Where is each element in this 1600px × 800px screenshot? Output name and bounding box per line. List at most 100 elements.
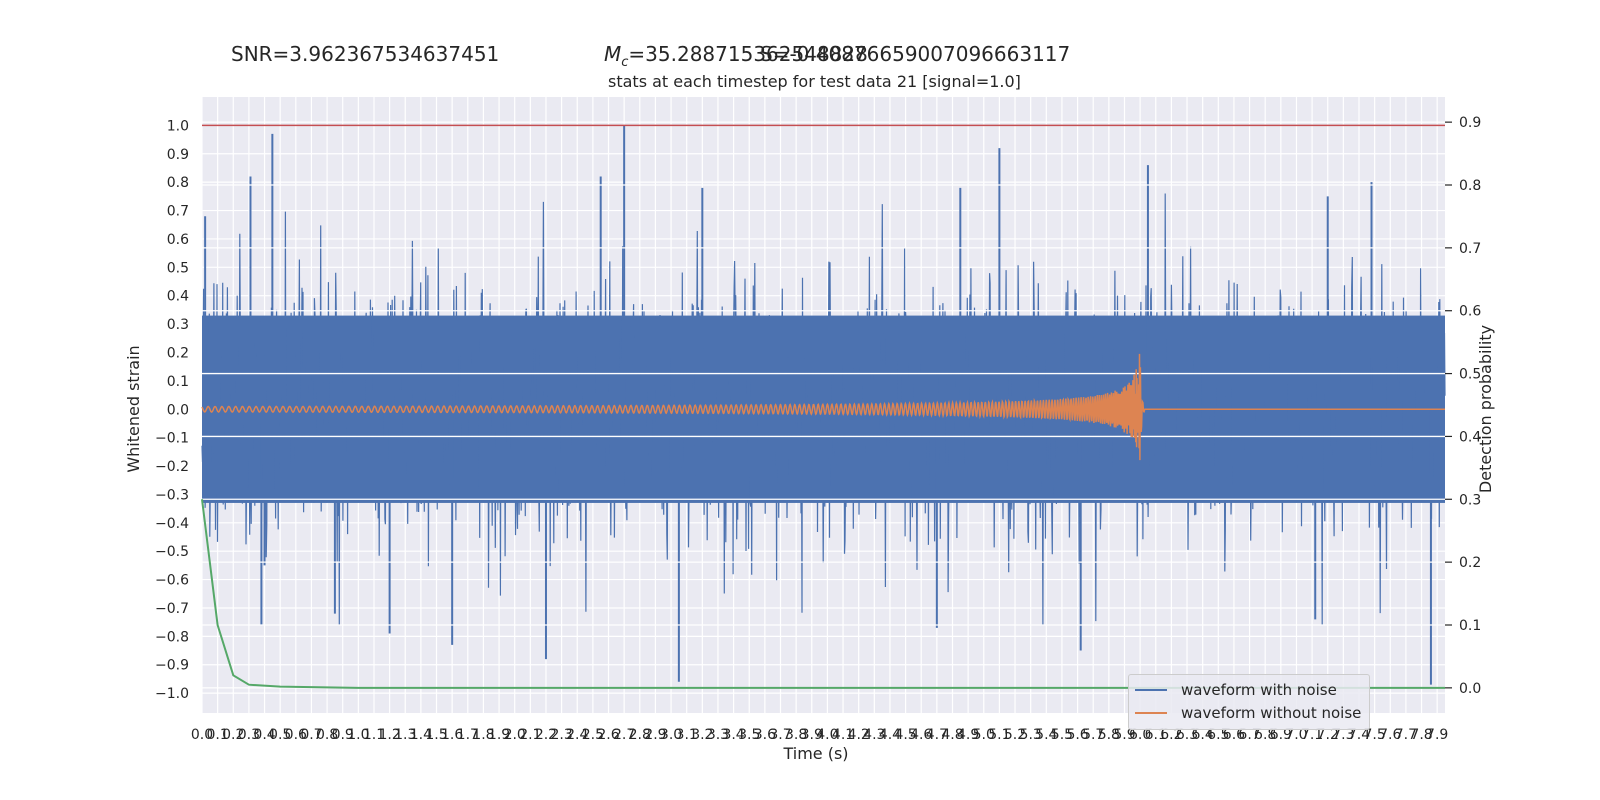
x-tick-label: 3.7 [769,727,791,743]
y-tick-label: 0.9 [167,147,189,163]
x-tick-label: 4.0 [816,727,838,743]
x-tick-label: 2.5 [582,727,604,743]
legend-label-signal: waveform without noise [1181,704,1362,722]
x-tick-label: 5.9 [1113,727,1135,743]
y-right-tick-label: 0.8 [1459,178,1481,194]
y-tick-label: 0.4 [167,289,189,305]
x-tick-label: 0.8 [316,727,338,743]
x-tick-label: 5.6 [1066,727,1088,743]
x-tick-label: 3.9 [801,727,823,743]
y-tick-label: −0.2 [155,459,189,475]
y-axis-right-label: Detection probability [1476,325,1495,493]
x-tick-label: 2.3 [550,727,572,743]
y-right-tick-label: 0.2 [1459,555,1481,571]
x-tick-label: 3.8 [785,727,807,743]
y-tick-label: 0.7 [167,204,189,220]
chirp-mass-value: =35.288715362548828 [628,42,868,66]
x-axis-label: Time (s) [782,744,848,763]
x-tick-label: 2.9 [644,727,666,743]
legend-swatch-signal [1135,712,1167,714]
y-tick-label: 0.0 [167,402,189,418]
y-tick-label: 0.8 [167,175,189,191]
x-tick-label: 1.3 [394,727,416,743]
x-tick-label: 3.0 [660,727,682,743]
x-tick-label: 3.2 [691,727,713,743]
x-tick-label: 7.6 [1379,727,1401,743]
y-tick-label: 0.5 [167,260,189,276]
y-tick-label: 1.0 [167,118,189,134]
x-tick-label: 7.9 [1426,727,1448,743]
x-tick-label: 6.9 [1270,727,1292,743]
x-tick-label: 1.2 [378,727,400,743]
y-tick-label: −1.0 [155,686,189,702]
x-tick-label: 1.6 [441,727,463,743]
y-tick-label: 0.3 [167,317,189,333]
signal-series [201,353,1445,461]
x-tick-label: 5.1 [988,727,1010,743]
x-tick-label: 0.6 [285,727,307,743]
noise-line [201,193,1446,626]
y-tick-label: −0.7 [155,601,189,617]
x-tick-label: 0.3 [238,727,260,743]
y-right-tick-label: 0.5 [1459,367,1481,383]
x-tick-label: 6.6 [1223,727,1245,743]
x-tick-label: 5.2 [1004,727,1026,743]
legend-item-noise: waveform with noise [1135,680,1337,700]
y-right-tick-label: 0.3 [1459,492,1481,508]
x-tick-label: 7.5 [1364,727,1386,743]
x-tick-label: 7.4 [1348,727,1370,743]
x-tick-label: 5.0 [973,727,995,743]
x-tick-label: 0.9 [332,727,354,743]
x-tick-label: 6.7 [1238,727,1260,743]
x-tick-label: 2.7 [613,727,635,743]
y-right-tick-label: 0.9 [1459,115,1481,131]
x-tick-label: 4.5 [894,727,916,743]
x-tick-label: 4.6 [910,727,932,743]
x-tick-label: 6.0 [1129,727,1151,743]
x-tick-label: 5.7 [1082,727,1104,743]
ticks: 0.00.10.20.30.40.50.60.70.80.91.01.11.21… [155,115,1481,743]
x-tick-label: 5.8 [1098,727,1120,743]
legend-label-noise: waveform with noise [1181,681,1337,699]
x-tick-label: 7.3 [1332,727,1354,743]
x-tick-label: 7.0 [1285,727,1307,743]
x-tick-label: 4.3 [863,727,885,743]
probability-series [201,499,1445,689]
x-tick-label: 4.9 [957,727,979,743]
y-right-tick-label: 0.7 [1459,241,1481,257]
y-tick-label: −0.3 [155,487,189,503]
x-tick-label: 3.4 [722,727,744,743]
x-tick-label: 6.1 [1145,727,1167,743]
x-tick-label: 1.8 [472,727,494,743]
x-tick-label: 0.7 [300,727,322,743]
x-tick-label: 5.4 [1035,727,1057,743]
y-right-tick-label: 0.6 [1459,304,1481,320]
overlap-label: S=-0.40876659007096663117 [760,42,1071,66]
y-tick-label: −0.8 [155,629,189,645]
x-tick-label: 7.8 [1410,727,1432,743]
y-tick-label: −0.1 [155,431,189,447]
x-tick-label: 2.6 [597,727,619,743]
legend-item-signal: waveform without noise [1135,703,1361,723]
legend: waveform with noise waveform without noi… [1128,674,1370,730]
x-tick-label: 6.8 [1254,727,1276,743]
signal-line [201,353,1445,461]
y-tick-label: −0.6 [155,573,189,589]
legend-swatch-noise [1135,689,1167,691]
x-tick-label: 6.4 [1192,727,1214,743]
x-tick-label: 1.0 [347,727,369,743]
x-tick-label: 3.5 [738,727,760,743]
x-tick-label: 1.7 [457,727,479,743]
x-tick-label: 3.6 [754,727,776,743]
x-tick-label: 6.2 [1160,727,1182,743]
x-tick-label: 7.1 [1301,727,1323,743]
y-tick-label: −0.9 [155,658,189,674]
x-tick-label: 6.3 [1176,727,1198,743]
x-tick-label: 2.2 [535,727,557,743]
y-right-tick-label: 0.1 [1459,618,1481,634]
x-tick-label: 3.1 [676,727,698,743]
probability-line [201,499,1445,689]
x-tick-label: 1.4 [410,727,432,743]
x-tick-label: 2.0 [504,727,526,743]
